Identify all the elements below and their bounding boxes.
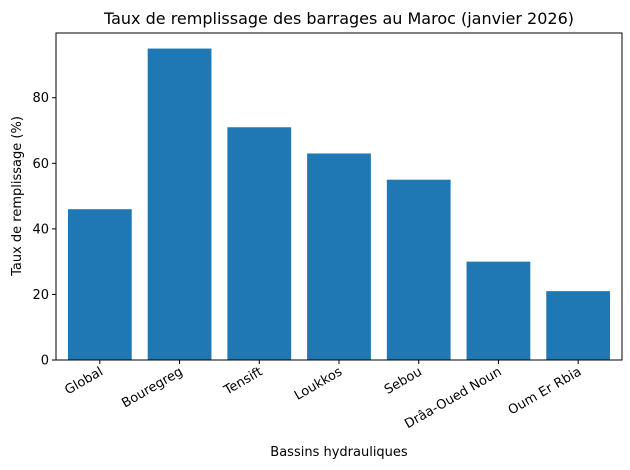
bar-loukkos [307,153,371,360]
bar-global [67,209,132,360]
x-tick-label: Oum Er Rbia [506,364,584,418]
bars-group [67,48,611,360]
x-tick-label: Sebou [382,364,425,397]
y-tick-label: 40 [32,222,49,237]
bar-bouregreg [147,48,212,360]
chart-title: Taux de remplissage des barrages au Maro… [103,9,574,28]
y-tick-label: 80 [32,91,49,106]
y-axis-label: Taux de remplissage (%) [10,116,25,277]
x-axis: Global Bouregreg Tensift Loukkos SebouDrâa-O… [62,360,584,432]
bar-tensift [227,127,292,360]
y-tick-label: 60 [32,157,49,172]
y-tick-label: 0 [41,354,49,369]
bar-dr-a-oued-noun [466,261,531,360]
plot-frame [55,32,623,361]
y-axis: 0 20 40 60 80 [32,91,56,369]
x-tick-label: Loukkos [292,364,345,403]
x-tick-label: Tensift [221,364,266,398]
y-tick-label: 20 [32,288,49,303]
x-tick-label: Bouregreg [119,364,185,411]
x-tick-label: Global [62,364,105,398]
x-axis-label: Bassins hydrauliques [270,445,408,460]
bar-sebou [386,179,451,360]
bar-oum-er-rbia [546,291,611,360]
